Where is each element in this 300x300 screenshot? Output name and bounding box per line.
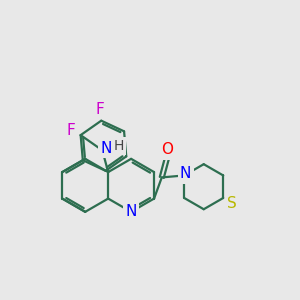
- Text: F: F: [96, 102, 105, 117]
- Text: N: N: [125, 204, 137, 219]
- Text: N: N: [180, 167, 191, 182]
- Text: O: O: [161, 142, 173, 158]
- Text: H: H: [113, 139, 124, 153]
- Text: F: F: [66, 123, 75, 138]
- Text: S: S: [227, 196, 237, 211]
- Text: N: N: [100, 141, 112, 156]
